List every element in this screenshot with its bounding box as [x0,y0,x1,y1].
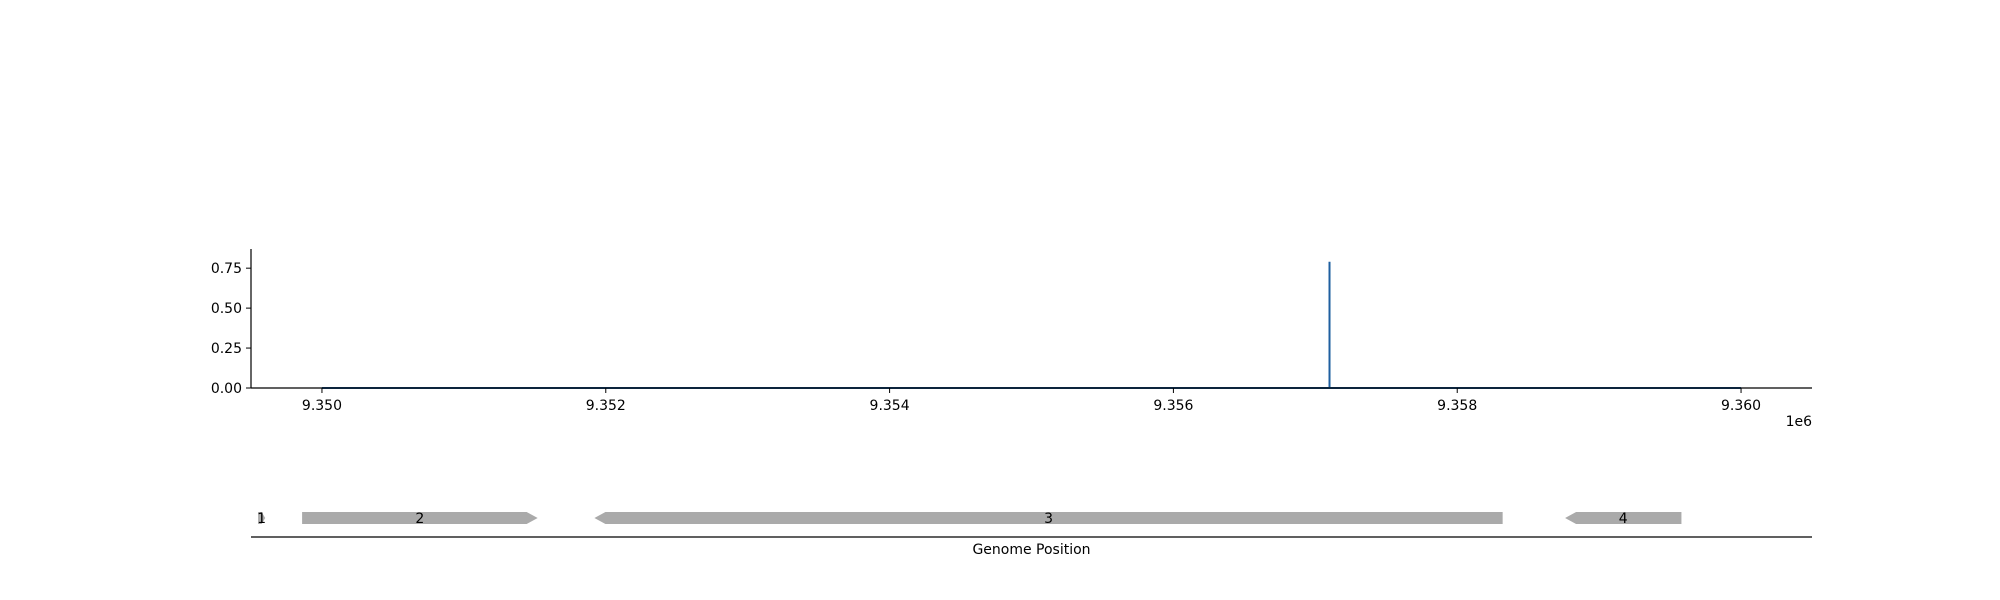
y-tick-label: 0.50 [211,301,242,317]
x-tick-label: 9.360 [1721,398,1761,414]
gene-feature-arrow [1565,512,1682,524]
gene-feature-label: 4 [1619,511,1628,527]
gene-feature-label: 1 [257,511,266,527]
y-tick-label: 0.75 [211,261,242,277]
x-axis-ticks: 9.350 9.352 9.354 9.356 9.358 9.360 [302,388,1761,414]
y-axis-ticks: 0.00 0.25 0.50 0.75 [211,261,251,397]
x-tick-label: 9.352 [586,398,626,414]
gene-feature-arrow [302,512,538,524]
y-tick-label: 0.00 [211,381,242,397]
signal-series [321,261,1742,389]
gene-features: 1 2 3 4 [257,511,1682,527]
signal-panel: 0.000.250.500.75 9.350 9.352 9.354 9.356 9.3… [211,249,1812,430]
x-axis-offset-label: 1e6 [1786,414,1813,430]
x-tick-label: 9.356 [1153,398,1193,414]
gene-feature-label: 3 [1044,511,1053,527]
x-tick-label: 9.358 [1437,398,1477,414]
gene-track-panel: 1 2 3 4 Genome Position [251,511,1812,558]
signal-line [321,261,1742,389]
x-axis-title: Genome Position [972,542,1090,558]
gene-feature-arrow [258,512,266,524]
y-tick-label: 0.25 [211,341,242,357]
x-tick-label: 9.354 [870,398,910,414]
x-tick-label: 9.350 [302,398,342,414]
gene-feature-label: 2 [415,511,424,527]
gene-feature-arrow [594,512,1503,524]
